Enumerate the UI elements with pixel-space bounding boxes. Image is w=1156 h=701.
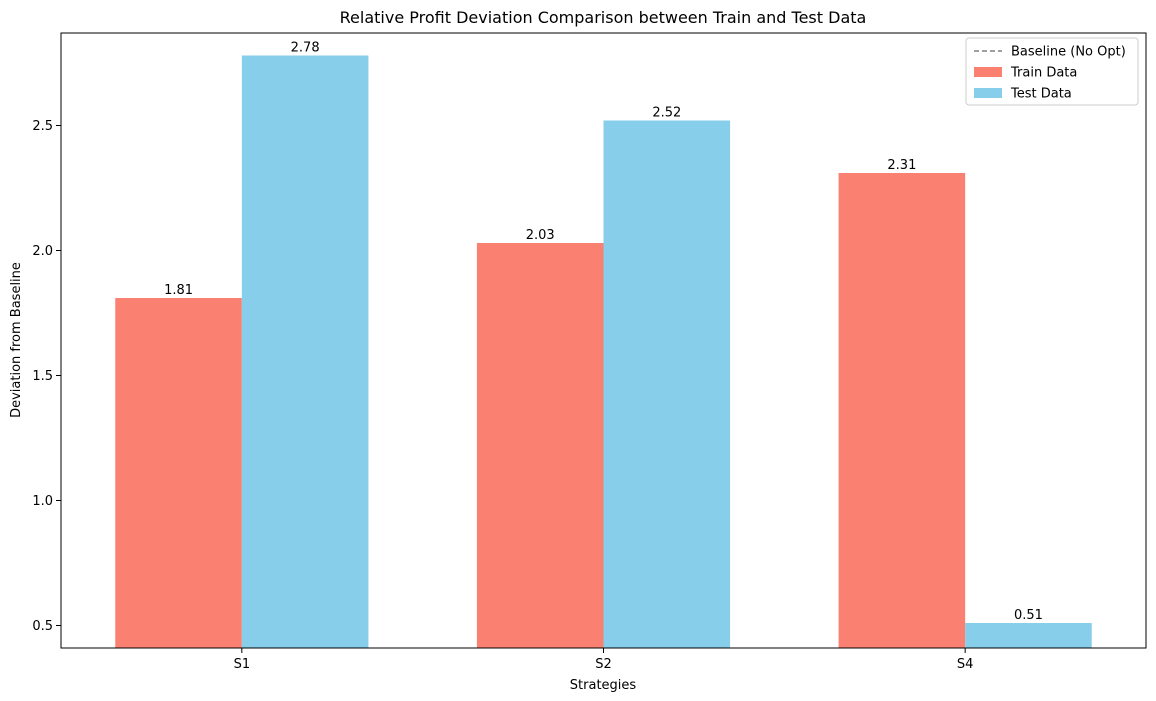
y-tick-label: 2.5	[32, 119, 53, 134]
y-tick-label: 0.5	[32, 619, 53, 634]
x-tick-label: S2	[595, 657, 612, 672]
plot-area: 1.81 2.78 S1 2.03 2.52 S2 2.31 0.51 S4 0.5 1.0 1.5 2…	[32, 32, 1147, 672]
legend-swatch-test-data	[974, 88, 1002, 98]
legend: Baseline (No Opt) Train Data Test Data	[965, 37, 1139, 106]
legend-box	[965, 37, 1139, 106]
bar-value-label: 1.81	[164, 283, 193, 298]
legend-entry-label: Test Data	[1010, 87, 1072, 102]
x-tick-label: S1	[234, 657, 251, 672]
bar-value-label: 2.78	[291, 41, 320, 56]
bar-value-label: 0.51	[1014, 608, 1043, 623]
x-axis-label: Strategies	[570, 678, 637, 693]
y-tick-label: 1.5	[32, 369, 53, 384]
bar-value-label: 2.03	[526, 228, 555, 243]
chart-title: Relative Profit Deviation Comparison bet…	[340, 8, 867, 27]
legend-entry-label: Train Data	[1010, 66, 1077, 81]
axes-frame	[60, 32, 1147, 649]
y-tick-label: 1.0	[32, 494, 53, 509]
bar-value-label: 2.52	[652, 106, 681, 121]
bar-s1-test-data	[241, 55, 369, 648]
x-tick-label: S4	[957, 657, 974, 672]
bar-s4-train-data	[838, 173, 966, 648]
bar-s4-test-data	[965, 623, 1092, 648]
bar-s1-train-data	[115, 298, 242, 648]
y-axis-label: Deviation from Baseline	[9, 262, 24, 418]
bar-value-label: 2.31	[887, 158, 916, 173]
y-tick-label: 2.0	[32, 244, 53, 259]
legend-swatch-train-data	[974, 67, 1002, 77]
bar-s2-train-data	[476, 243, 604, 648]
legend-entry-label: Baseline (No Opt)	[1011, 45, 1126, 60]
bar-s2-test-data	[603, 120, 731, 648]
